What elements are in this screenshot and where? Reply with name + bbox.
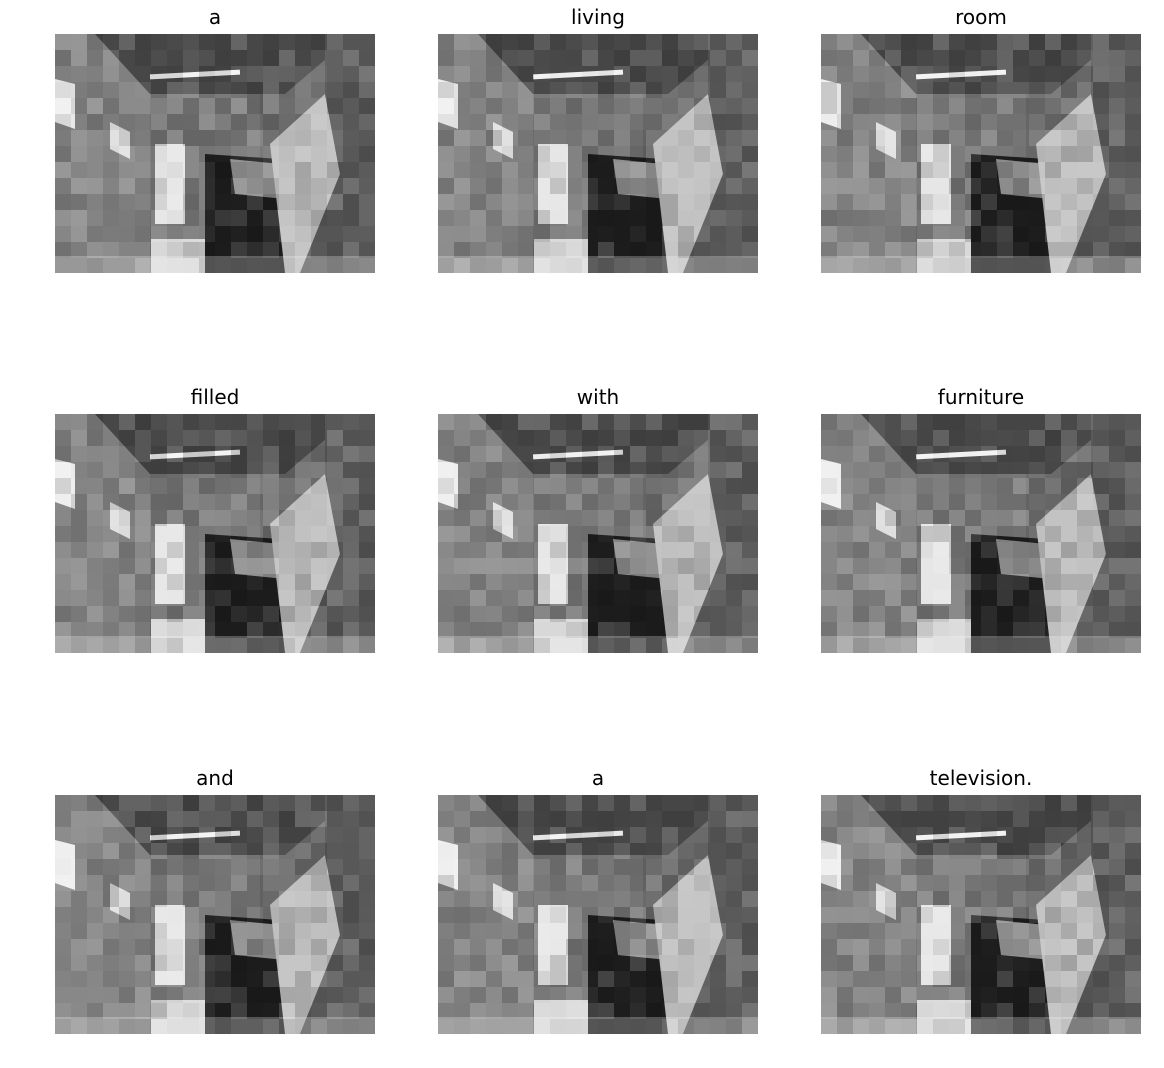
panel-word-title: room	[955, 5, 1007, 29]
panel-word-title: television.	[929, 766, 1033, 790]
attention-image	[438, 34, 758, 273]
attention-image	[438, 414, 758, 653]
panel-word-title: a	[208, 5, 222, 29]
panel-word-title: furniture	[937, 385, 1025, 409]
attention-image	[55, 34, 375, 273]
attention-image	[821, 795, 1141, 1034]
attention-image	[821, 414, 1141, 653]
attention-image	[438, 795, 758, 1034]
attention-image	[55, 795, 375, 1034]
panel-word-title: a	[591, 766, 605, 790]
panel-word-title: and	[196, 766, 234, 790]
panel-word-title: with	[576, 385, 620, 409]
panel-word-title: filled	[190, 385, 240, 409]
panel-word-title: living	[571, 5, 625, 29]
attention-image	[55, 414, 375, 653]
attention-image	[821, 34, 1141, 273]
